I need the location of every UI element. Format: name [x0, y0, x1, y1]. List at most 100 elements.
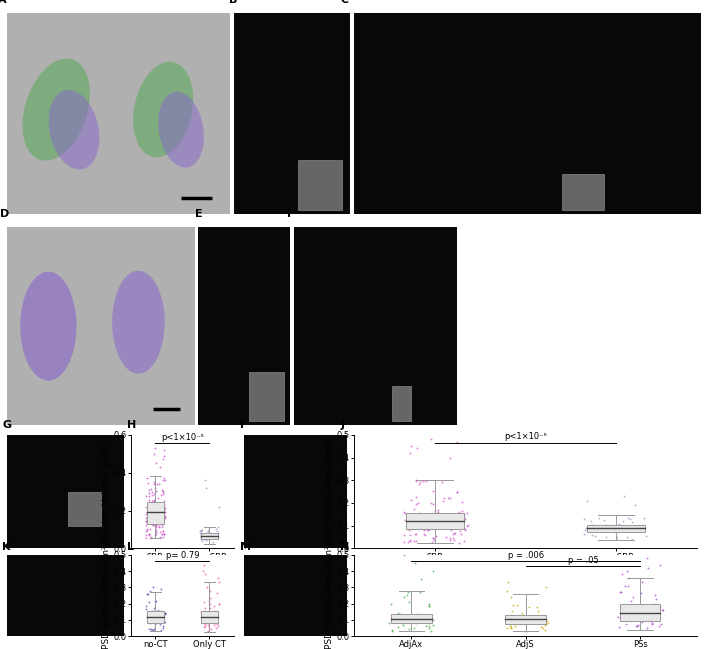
Point	[593, 520, 605, 531]
Point	[145, 612, 156, 622]
Point	[506, 591, 517, 602]
Bar	[587, 524, 645, 532]
Point	[198, 566, 209, 576]
Point	[153, 605, 164, 615]
Point	[158, 507, 169, 517]
Point	[156, 529, 168, 539]
Point	[603, 523, 614, 533]
Bar	[391, 614, 432, 623]
Point	[623, 573, 634, 583]
Point	[157, 517, 169, 528]
Point	[159, 507, 171, 517]
Point	[404, 535, 416, 546]
Point	[404, 516, 415, 526]
Point	[581, 523, 592, 533]
Bar	[620, 604, 661, 620]
Point	[621, 532, 632, 542]
Point	[140, 526, 152, 536]
Point	[198, 533, 210, 544]
Point	[580, 524, 591, 535]
Point	[142, 617, 154, 628]
Point	[428, 566, 439, 576]
Point	[426, 522, 438, 533]
Point	[210, 622, 222, 633]
Point	[632, 600, 643, 611]
Point	[157, 613, 169, 623]
Text: F: F	[287, 209, 295, 219]
Point	[157, 487, 169, 497]
Point	[140, 516, 152, 526]
Point	[158, 500, 169, 511]
Point	[454, 537, 465, 548]
Point	[542, 616, 553, 626]
Point	[632, 620, 644, 630]
Point	[202, 615, 214, 626]
Point	[641, 553, 653, 563]
Point	[617, 516, 629, 526]
Point	[404, 520, 415, 531]
Point	[505, 610, 516, 620]
Point	[149, 489, 160, 500]
Point	[627, 592, 639, 602]
Point	[426, 498, 437, 508]
Point	[155, 490, 166, 500]
Point	[210, 609, 221, 620]
Point	[140, 491, 152, 501]
Point	[406, 520, 418, 531]
Point	[198, 530, 210, 541]
Point	[517, 610, 528, 620]
Point	[632, 601, 643, 611]
Point	[203, 606, 215, 617]
Point	[144, 585, 155, 596]
Point	[158, 532, 169, 543]
Point	[159, 607, 170, 618]
Point	[621, 610, 632, 620]
Point	[444, 533, 455, 543]
Point	[394, 609, 406, 619]
Point	[407, 524, 418, 534]
Point	[634, 522, 646, 532]
Point	[627, 517, 638, 528]
Point	[419, 530, 430, 541]
Point	[442, 509, 453, 519]
Y-axis label: PSD Surface Area (μm²): PSD Surface Area (μm²)	[325, 438, 333, 545]
Point	[505, 622, 516, 632]
Bar	[406, 513, 464, 529]
Point	[393, 607, 404, 618]
Point	[624, 514, 635, 524]
Point	[145, 624, 156, 635]
Point	[411, 491, 422, 502]
Point	[212, 572, 224, 583]
Point	[410, 612, 421, 622]
Point	[143, 624, 154, 635]
Point	[399, 508, 411, 519]
Point	[144, 611, 155, 621]
Point	[387, 626, 398, 637]
Point	[213, 502, 224, 512]
Point	[452, 518, 464, 528]
Point	[418, 615, 430, 625]
Point	[399, 550, 410, 560]
Point	[158, 450, 169, 461]
Point	[650, 593, 661, 604]
Point	[404, 509, 415, 519]
Point	[402, 517, 413, 528]
Point	[151, 458, 162, 469]
Point	[156, 510, 168, 520]
Point	[446, 516, 457, 526]
Point	[530, 617, 541, 627]
Point	[154, 619, 166, 630]
Point	[404, 597, 415, 607]
Point	[207, 538, 218, 548]
Point	[443, 520, 455, 531]
Point	[617, 569, 628, 580]
Point	[211, 588, 222, 598]
Point	[615, 587, 626, 597]
Point	[451, 437, 462, 447]
Point	[414, 508, 426, 519]
Ellipse shape	[158, 92, 204, 167]
Point	[413, 479, 425, 489]
Point	[209, 529, 220, 539]
Point	[198, 607, 210, 618]
Point	[445, 535, 456, 545]
